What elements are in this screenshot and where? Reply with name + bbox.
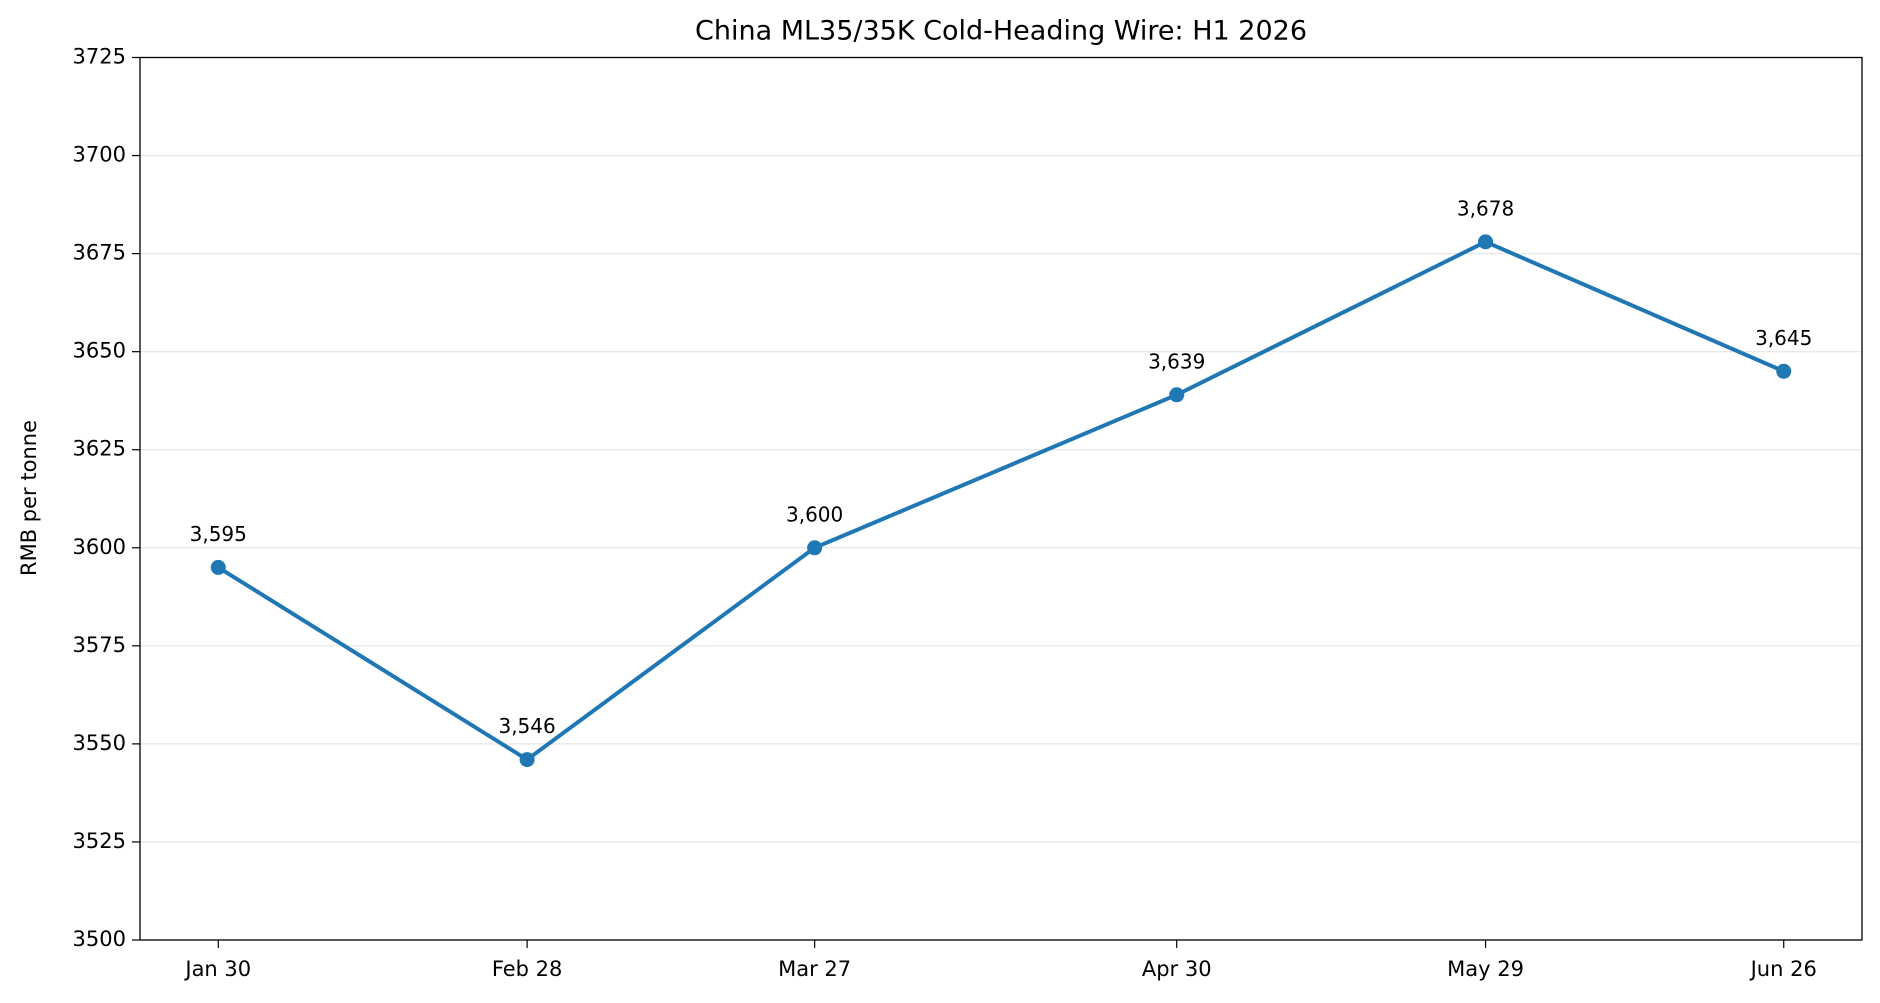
data-point	[807, 540, 823, 556]
x-tick-label: Jan 30	[183, 957, 251, 981]
y-tick-label: 3650	[73, 339, 126, 363]
x-tick-label: Jun 26	[1749, 957, 1817, 981]
y-tick-label: 3675	[73, 241, 126, 265]
x-tick-label: Feb 28	[492, 957, 563, 981]
y-axis-label: RMB per tonne	[17, 420, 41, 576]
y-tick-label: 3525	[73, 829, 126, 853]
data-point	[1776, 363, 1792, 379]
y-tick-label: 3550	[73, 731, 126, 755]
data-point	[519, 752, 535, 768]
chart-title: China ML35/35K Cold-Heading Wire: H1 202…	[695, 16, 1307, 47]
data-point	[210, 559, 226, 575]
y-tick-label: 3725	[73, 45, 126, 69]
value-label: 3,595	[190, 522, 247, 546]
value-label: 3,600	[786, 502, 843, 526]
data-point	[1169, 387, 1185, 403]
plot-frame	[139, 56, 1863, 941]
x-tick-label: Mar 27	[778, 957, 851, 981]
y-tick-label: 3600	[73, 535, 126, 559]
value-label: 3,546	[498, 714, 555, 738]
value-label: 3,678	[1457, 196, 1514, 220]
x-tick-label: Apr 30	[1142, 957, 1212, 981]
y-tick-label: 3700	[73, 143, 126, 167]
data-line	[217, 239, 1785, 762]
y-tick-label: 3625	[73, 437, 126, 461]
value-label: 3,645	[1755, 326, 1812, 350]
x-tick-label: May 29	[1447, 957, 1524, 981]
value-label: 3,639	[1148, 349, 1205, 373]
data-point	[1478, 234, 1494, 250]
y-tick-label: 3575	[73, 633, 126, 657]
y-tick-label: 3500	[73, 927, 126, 951]
